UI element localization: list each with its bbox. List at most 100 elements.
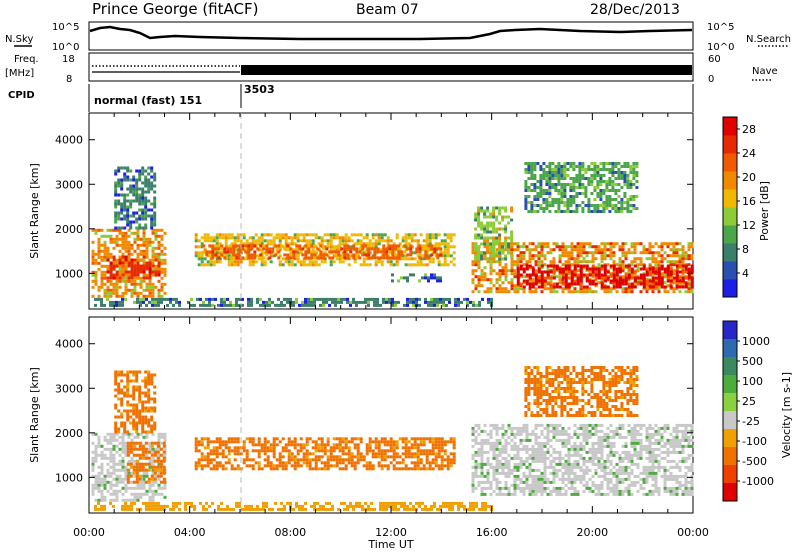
data-cell	[608, 204, 612, 207]
data-cell	[138, 418, 142, 422]
data-cell	[690, 282, 694, 286]
data-cell	[211, 256, 215, 260]
data-cell	[147, 480, 151, 484]
data-cell	[477, 212, 481, 216]
data-cell	[91, 273, 95, 277]
data-cell	[368, 446, 372, 450]
data-cell	[120, 217, 124, 221]
data-cell	[367, 507, 370, 511]
data-cell	[322, 256, 326, 260]
data-cell	[200, 437, 204, 441]
data-cell	[575, 174, 579, 177]
data-cell	[566, 198, 570, 201]
data-cell	[97, 249, 101, 253]
data-cell	[563, 165, 567, 168]
data-cell	[215, 452, 219, 456]
data-cell	[657, 290, 661, 294]
data-cell	[126, 447, 130, 451]
data-cell	[223, 256, 227, 260]
data-cell	[138, 441, 142, 445]
data-cell	[370, 297, 373, 301]
data-cell	[537, 279, 541, 283]
data-cell	[154, 258, 158, 262]
data-cell	[383, 443, 387, 447]
data-cell	[141, 379, 145, 383]
data-cell	[534, 276, 538, 280]
data-cell	[263, 446, 267, 450]
data-cell	[672, 278, 676, 282]
data-cell	[124, 255, 128, 259]
data-cell	[379, 501, 382, 505]
data-cell	[259, 303, 262, 307]
data-cell	[602, 180, 606, 183]
data-cell	[439, 247, 443, 251]
data-cell	[117, 373, 121, 377]
data-cell	[341, 449, 345, 453]
data-cell	[567, 290, 571, 294]
data-cell	[421, 501, 424, 505]
data-cell	[359, 245, 363, 249]
data-cell	[546, 287, 550, 291]
data-cell	[139, 495, 143, 499]
data-cell	[480, 269, 484, 273]
data-cell	[510, 233, 514, 237]
data-cell	[148, 447, 152, 451]
data-cell	[124, 231, 128, 235]
data-cell	[536, 180, 540, 183]
data-cell	[136, 492, 140, 496]
data-cell	[412, 507, 415, 511]
data-cell	[135, 388, 139, 392]
data-cell	[115, 432, 119, 436]
data-cell	[539, 204, 543, 207]
data-cell	[163, 282, 167, 286]
data-cell	[690, 270, 694, 274]
data-cell	[209, 452, 213, 456]
data-cell	[124, 471, 128, 475]
data-cell	[305, 239, 309, 243]
data-cell	[440, 467, 444, 471]
data-cell	[290, 239, 294, 243]
data-cell	[253, 256, 257, 260]
data-cell	[227, 263, 231, 267]
data-cell	[153, 441, 157, 445]
data-cell	[507, 281, 511, 285]
data-cell	[135, 184, 139, 188]
data-cell	[347, 449, 351, 453]
data-cell	[431, 458, 435, 462]
data-cell	[474, 236, 478, 240]
data-cell	[617, 195, 621, 198]
data-cell	[251, 458, 255, 462]
data-cell	[416, 455, 420, 459]
data-cell	[593, 177, 597, 180]
data-cell	[507, 221, 511, 225]
data-cell	[687, 282, 691, 286]
data-cell	[666, 245, 670, 249]
data-cell	[449, 464, 453, 468]
data-cell	[217, 507, 220, 511]
data-cell	[215, 242, 219, 246]
data-cell	[413, 233, 417, 237]
data-cell	[205, 250, 209, 254]
data-cell	[442, 501, 445, 505]
data-cell	[567, 270, 571, 274]
data-cell	[124, 486, 128, 490]
data-cell	[355, 253, 359, 257]
data-cell	[154, 492, 158, 496]
data-cell	[687, 273, 691, 277]
data-cell	[94, 273, 98, 277]
data-cell	[371, 464, 375, 468]
data-cell	[299, 251, 303, 255]
data-cell	[591, 270, 595, 274]
data-cell	[539, 186, 543, 189]
data-cell	[335, 458, 339, 462]
data-cell	[160, 300, 163, 304]
data-cell	[154, 234, 158, 238]
data-cell	[150, 418, 154, 422]
data-cell	[612, 260, 616, 264]
data-cell	[471, 251, 475, 255]
data-cell	[215, 437, 219, 441]
data-cell	[277, 297, 280, 301]
data-cell	[147, 424, 151, 428]
data-cell	[126, 409, 130, 413]
data-cell	[593, 207, 597, 210]
